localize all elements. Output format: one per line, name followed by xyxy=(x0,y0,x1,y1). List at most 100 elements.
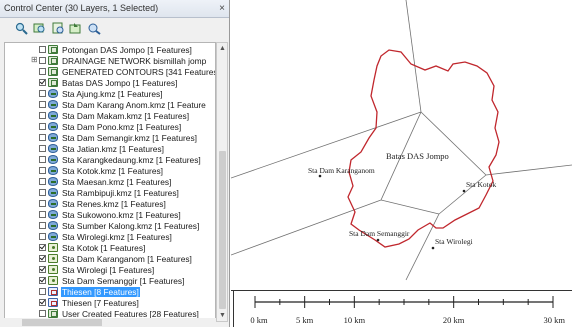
layer-row[interactable]: Sta Wirolegi.kmz [1 Features] xyxy=(5,232,215,242)
layer-row[interactable]: Sta Rambipuji.kmz [1 Features] xyxy=(5,188,215,198)
layer-visibility-checkbox[interactable] xyxy=(39,123,46,130)
polygon-layer-icon xyxy=(48,298,58,307)
layer-label[interactable]: Potongan DAS Jompo [1 Features] xyxy=(62,45,192,55)
kmz-layer-icon xyxy=(48,232,58,241)
layer-row[interactable]: Sta Jatian.kmz [1 Features] xyxy=(5,144,215,154)
layer-visibility-checkbox[interactable] xyxy=(39,255,46,262)
add-layer-icon[interactable] xyxy=(68,21,83,35)
layer-label[interactable]: Sta Sumber Kalong.kmz [1 Features] xyxy=(62,221,200,231)
layer-label[interactable]: Sta Karangkedaung.kmz [1 Features] xyxy=(62,155,201,165)
layer-label[interactable]: Thiesen [7 Features] xyxy=(62,298,139,308)
layer-label[interactable]: Sta Kotok [1 Features] xyxy=(62,243,146,253)
layer-tree-horizontal-scrollbar[interactable] xyxy=(4,318,216,327)
layer-visibility-checkbox[interactable] xyxy=(39,211,46,218)
layer-label[interactable]: Sta Dam Karang Anom.kmz [1 Feature xyxy=(62,100,206,110)
layer-row[interactable]: Sta Kotok [1 Features] xyxy=(5,243,215,253)
layer-row[interactable]: Potongan DAS Jompo [1 Features] xyxy=(5,45,215,55)
layer-label[interactable]: Sta Maesan.kmz [1 Features] xyxy=(62,177,172,187)
layer-visibility-checkbox[interactable] xyxy=(39,277,46,284)
layer-label[interactable]: Sta Wirolegi [1 Features] xyxy=(62,265,155,275)
layer-visibility-checkbox[interactable] xyxy=(39,68,46,75)
scale-bar-label: 10 km xyxy=(344,315,366,325)
layer-row[interactable]: Sta Dam Makam.kmz [1 Features] xyxy=(5,111,215,121)
map-view[interactable]: Batas DAS Jompo Sta Dam Karanganom Sta K… xyxy=(231,0,572,327)
layer-row[interactable]: Thiesen [7 Features] xyxy=(5,298,215,308)
layer-visibility-checkbox[interactable] xyxy=(39,101,46,108)
scroll-down-icon[interactable]: ▼ xyxy=(219,312,226,319)
thiessen-edge xyxy=(231,111,422,179)
layer-row[interactable]: Sta Dam Semanggir [1 Features] xyxy=(5,276,215,286)
layer-visibility-checkbox[interactable] xyxy=(39,222,46,229)
layer-row[interactable]: Sta Dam Semangir.kmz [1 Features] xyxy=(5,133,215,143)
layer-visibility-checkbox[interactable] xyxy=(39,46,46,53)
layer-visibility-checkbox[interactable] xyxy=(39,266,46,273)
kmz-layer-icon xyxy=(48,210,58,219)
scroll-up-icon[interactable]: ▲ xyxy=(219,45,226,52)
layer-row[interactable]: ⊞ DRAINAGE NETWORK bismillah jomp xyxy=(5,55,215,66)
layer-label[interactable]: GENERATED CONTOURS [341 Features xyxy=(62,67,216,77)
layer-row[interactable]: Sta Wirolegi [1 Features] xyxy=(5,265,215,275)
layer-label[interactable]: User Created Features [28 Features] xyxy=(62,309,199,319)
layer-visibility-checkbox[interactable] xyxy=(39,233,46,240)
layer-row[interactable]: Sta Kotok.kmz [1 Features] xyxy=(5,166,215,176)
layer-label[interactable]: Sta Kotok.kmz [1 Features] xyxy=(62,166,164,176)
layer-row[interactable]: Sta Dam Pono.kmz [1 Features] xyxy=(5,122,215,132)
layer-row[interactable]: Sta Renes.kmz [1 Features] xyxy=(5,199,215,209)
layer-visibility-checkbox[interactable] xyxy=(39,310,46,317)
layer-row[interactable]: Sta Sumber Kalong.kmz [1 Features] xyxy=(5,221,215,231)
layer-row[interactable]: GENERATED CONTOURS [341 Features xyxy=(5,67,215,77)
layer-options-icon[interactable] xyxy=(50,21,65,35)
layer-label[interactable]: Batas DAS Jompo [1 Features] xyxy=(62,78,178,88)
layer-label[interactable]: Sta Rambipuji.kmz [1 Features] xyxy=(62,188,179,198)
thiessen-edge xyxy=(231,199,382,256)
layer-label[interactable]: Sta Renes.kmz [1 Features] xyxy=(62,199,166,209)
kmz-layer-icon xyxy=(48,89,58,98)
layer-row[interactable]: Sta Sukowono.kmz [1 Features] xyxy=(5,210,215,220)
layer-label[interactable]: Sta Dam Semanggir [1 Features] xyxy=(62,276,185,286)
station-label-karanganom: Sta Dam Karanganom xyxy=(308,166,375,175)
layer-visibility-checkbox[interactable] xyxy=(39,112,46,119)
layer-visibility-checkbox[interactable] xyxy=(39,90,46,97)
layer-label[interactable]: Sta Ajung.kmz [1 Features] xyxy=(62,89,163,99)
layer-visibility-checkbox[interactable] xyxy=(39,167,46,174)
layer-visibility-checkbox[interactable] xyxy=(39,299,46,306)
layer-visibility-checkbox[interactable] xyxy=(39,244,46,251)
layer-row[interactable]: Sta Dam Karang Anom.kmz [1 Feature xyxy=(5,100,215,110)
thiessen-polygon-edges xyxy=(231,0,572,281)
thiessen-edge xyxy=(380,111,422,201)
layer-row[interactable]: Sta Karangkedaung.kmz [1 Features] xyxy=(5,155,215,165)
layer-visibility-checkbox[interactable] xyxy=(39,156,46,163)
close-icon[interactable]: × xyxy=(219,3,225,14)
layer-visibility-checkbox[interactable] xyxy=(39,200,46,207)
layer-visibility-checkbox[interactable] xyxy=(39,79,46,86)
expand-icon[interactable]: ⊞ xyxy=(31,55,38,64)
layer-label[interactable]: Sta Dam Karanganom [1 Features] xyxy=(62,254,192,264)
zoom-layer-icon[interactable] xyxy=(14,21,29,35)
layer-row[interactable]: Sta Ajung.kmz [1 Features] xyxy=(5,89,215,99)
layer-label[interactable]: DRAINAGE NETWORK bismillah jomp xyxy=(62,56,207,66)
layer-visibility-checkbox[interactable] xyxy=(39,178,46,185)
horizontal-scrollbar-thumb[interactable] xyxy=(22,319,102,326)
layer-visibility-checkbox[interactable] xyxy=(39,145,46,152)
layer-row[interactable]: User Created Features [28 Features] xyxy=(5,309,215,319)
layer-row[interactable]: Batas DAS Jompo [1 Features] xyxy=(5,78,215,88)
layer-visibility-checkbox[interactable] xyxy=(39,57,46,64)
map-canvas[interactable]: Batas DAS Jompo Sta Dam Karanganom Sta K… xyxy=(231,0,572,327)
layer-label[interactable]: Sta Sukowono.kmz [1 Features] xyxy=(62,210,181,220)
layer-visibility-checkbox[interactable] xyxy=(39,288,46,295)
layer-label[interactable]: Sta Jatian.kmz [1 Features] xyxy=(62,144,164,154)
layer-row[interactable]: Sta Maesan.kmz [1 Features] xyxy=(5,177,215,187)
layer-label[interactable]: Sta Dam Semangir.kmz [1 Features] xyxy=(62,133,197,143)
layer-label[interactable]: Sta Wirolegi.kmz [1 Features] xyxy=(62,232,172,242)
remove-layer-icon[interactable] xyxy=(86,21,101,35)
layer-label[interactable]: Sta Dam Pono.kmz [1 Features] xyxy=(62,122,182,132)
scrollbar-thumb[interactable] xyxy=(219,151,226,309)
zoom-selected-icon[interactable] xyxy=(32,21,47,35)
layer-row[interactable]: Thiesen [8 Features] xyxy=(5,287,215,297)
layer-label[interactable]: Thiesen [8 Features] xyxy=(61,287,140,297)
layer-label[interactable]: Sta Dam Makam.kmz [1 Features] xyxy=(62,111,190,121)
layer-visibility-checkbox[interactable] xyxy=(39,189,46,196)
layer-tree-vertical-scrollbar[interactable]: ▲ ▼ xyxy=(216,42,228,322)
layer-row[interactable]: Sta Dam Karanganom [1 Features] xyxy=(5,254,215,264)
layer-visibility-checkbox[interactable] xyxy=(39,134,46,141)
